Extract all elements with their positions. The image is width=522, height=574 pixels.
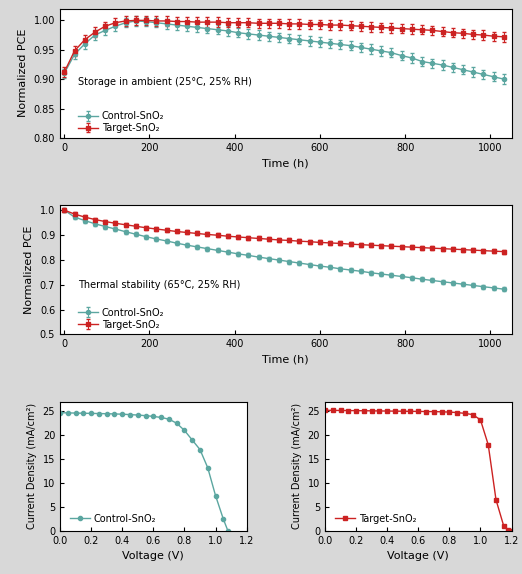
X-axis label: Time (h): Time (h) <box>263 355 309 365</box>
Control-SnO₂ <box>205 464 211 471</box>
Legend: Control-SnO₂, Target-SnO₂: Control-SnO₂, Target-SnO₂ <box>78 111 164 133</box>
Control-SnO₂ <box>189 436 195 443</box>
Control-SnO₂ <box>181 427 187 434</box>
Target-SnO₂ <box>423 408 429 415</box>
Target-SnO₂ <box>505 526 512 533</box>
Line: Target-SnO₂: Target-SnO₂ <box>323 408 513 533</box>
Text: Thermal stability (65°C, 25% RH): Thermal stability (65°C, 25% RH) <box>78 280 241 290</box>
Control-SnO₂ <box>103 410 110 417</box>
Target-SnO₂ <box>438 408 445 415</box>
Target-SnO₂ <box>329 407 336 414</box>
Target-SnO₂ <box>337 407 343 414</box>
Control-SnO₂ <box>73 410 79 417</box>
Target-SnO₂ <box>501 523 507 530</box>
Control-SnO₂ <box>225 528 231 534</box>
Target-SnO₂ <box>485 441 491 448</box>
Target-SnO₂ <box>353 407 359 414</box>
Target-SnO₂ <box>407 408 413 415</box>
Control-SnO₂ <box>88 410 94 417</box>
Control-SnO₂ <box>166 416 172 422</box>
Control-SnO₂ <box>119 411 125 418</box>
Target-SnO₂ <box>470 411 476 418</box>
X-axis label: Time (h): Time (h) <box>263 158 309 168</box>
Target-SnO₂ <box>454 409 460 416</box>
Control-SnO₂ <box>158 414 164 421</box>
Control-SnO₂ <box>212 492 219 499</box>
Control-SnO₂ <box>143 412 149 419</box>
Target-SnO₂ <box>415 408 421 415</box>
Target-SnO₂ <box>446 409 453 416</box>
Control-SnO₂ <box>80 410 87 417</box>
Y-axis label: Current Density (mA/cm²): Current Density (mA/cm²) <box>292 404 302 529</box>
Legend: Target-SnO₂: Target-SnO₂ <box>336 514 416 523</box>
Target-SnO₂ <box>493 497 499 503</box>
Control-SnO₂ <box>111 410 117 417</box>
Target-SnO₂ <box>508 528 514 534</box>
Control-SnO₂ <box>197 446 203 453</box>
Y-axis label: Normalized PCE: Normalized PCE <box>18 29 28 118</box>
Y-axis label: Current Density (mA/cm²): Current Density (mA/cm²) <box>27 404 37 529</box>
Target-SnO₂ <box>431 408 437 415</box>
Control-SnO₂ <box>57 409 63 416</box>
Legend: Control-SnO₂: Control-SnO₂ <box>70 514 156 523</box>
Control-SnO₂ <box>96 410 102 417</box>
X-axis label: Voltage (V): Voltage (V) <box>387 552 449 561</box>
Y-axis label: Normalized PCE: Normalized PCE <box>24 226 34 314</box>
Target-SnO₂ <box>369 408 375 414</box>
Text: Storage in ambient (25°C, 25% RH): Storage in ambient (25°C, 25% RH) <box>78 77 252 87</box>
Control-SnO₂ <box>220 515 227 522</box>
Target-SnO₂ <box>322 407 328 414</box>
Control-SnO₂ <box>127 411 133 418</box>
Legend: Control-SnO₂, Target-SnO₂: Control-SnO₂, Target-SnO₂ <box>78 308 164 329</box>
Target-SnO₂ <box>376 408 383 414</box>
Line: Control-SnO₂: Control-SnO₂ <box>58 410 230 533</box>
Control-SnO₂ <box>150 413 157 420</box>
Target-SnO₂ <box>384 408 390 414</box>
Target-SnO₂ <box>477 416 483 423</box>
Target-SnO₂ <box>462 410 468 417</box>
Target-SnO₂ <box>399 408 406 414</box>
Control-SnO₂ <box>65 409 71 416</box>
Target-SnO₂ <box>392 408 398 414</box>
Target-SnO₂ <box>345 407 351 414</box>
Control-SnO₂ <box>173 420 180 426</box>
Control-SnO₂ <box>135 412 141 418</box>
X-axis label: Voltage (V): Voltage (V) <box>123 552 184 561</box>
Target-SnO₂ <box>361 408 367 414</box>
